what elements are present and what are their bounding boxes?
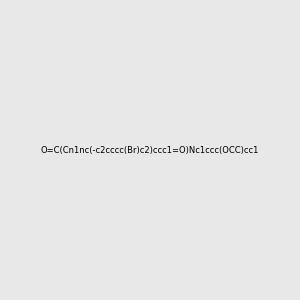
Text: O=C(Cn1nc(-c2cccc(Br)c2)ccc1=O)Nc1ccc(OCC)cc1: O=C(Cn1nc(-c2cccc(Br)c2)ccc1=O)Nc1ccc(OC… [41, 146, 259, 154]
